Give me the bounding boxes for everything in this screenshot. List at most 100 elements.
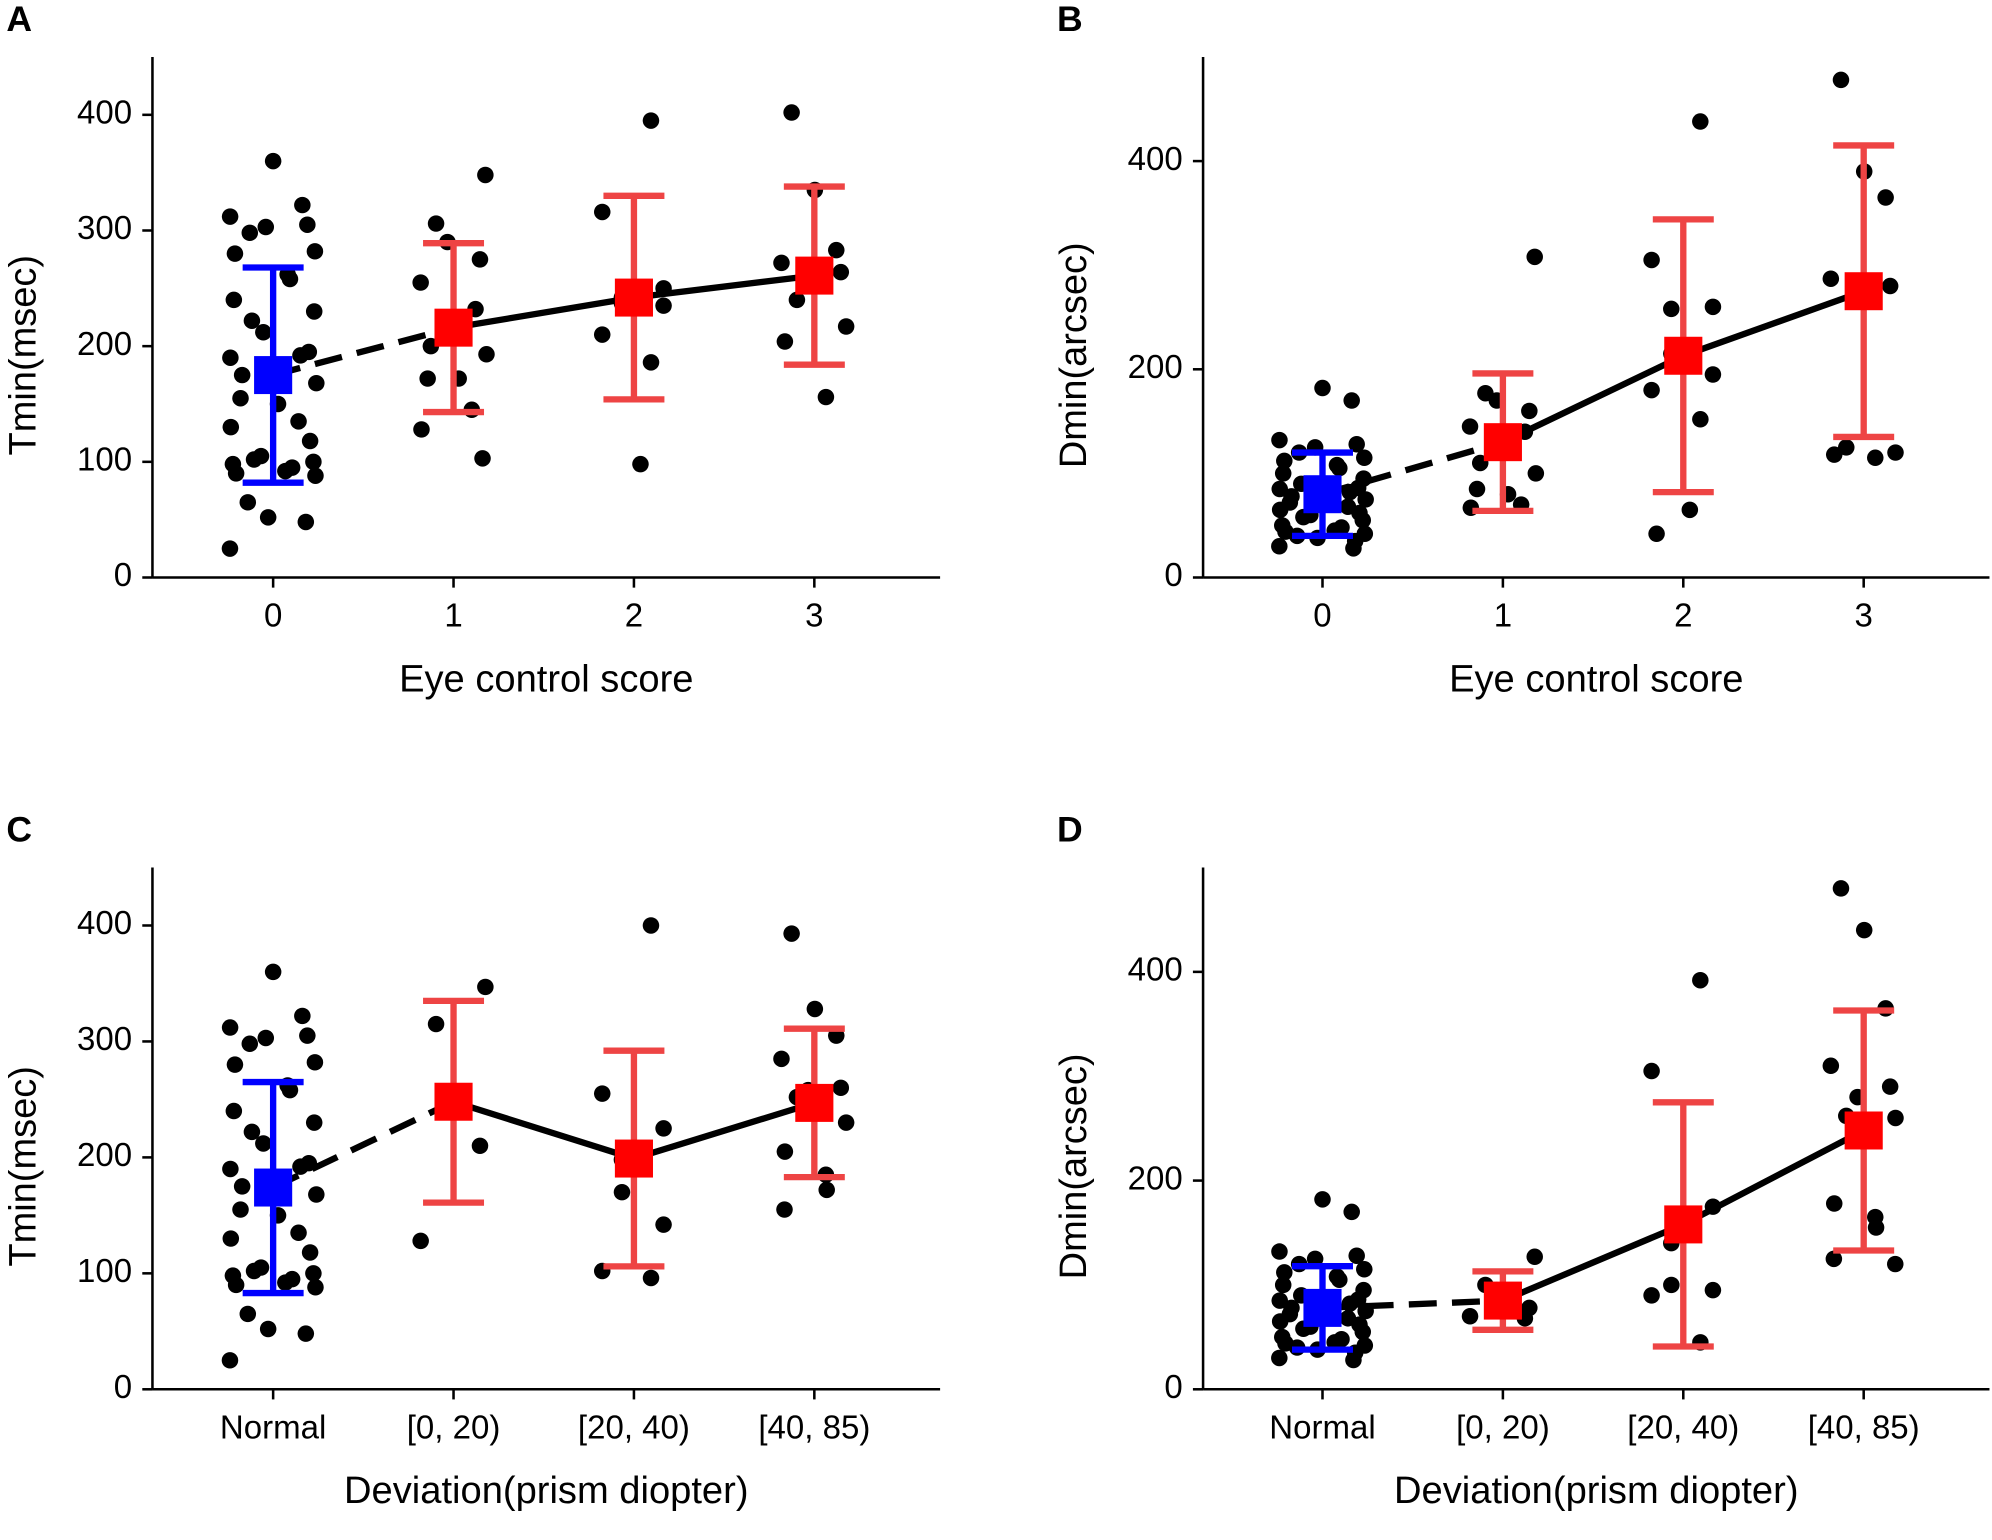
data-point bbox=[1276, 1264, 1293, 1281]
data-point bbox=[776, 333, 794, 350]
data-point bbox=[307, 1279, 324, 1296]
data-point bbox=[1331, 1271, 1348, 1288]
data-point bbox=[806, 1000, 824, 1018]
data-point bbox=[221, 1019, 239, 1036]
data-point bbox=[221, 1352, 239, 1369]
data-point bbox=[1461, 418, 1479, 435]
data-point bbox=[478, 346, 495, 363]
x-tick-label: 1 bbox=[444, 597, 462, 634]
data-point bbox=[257, 218, 275, 236]
x-axis-label: Eye control score bbox=[1449, 658, 1743, 700]
data-point bbox=[1887, 1109, 1904, 1127]
data-point bbox=[1354, 512, 1372, 529]
data-point bbox=[1345, 540, 1362, 557]
data-point bbox=[1663, 1276, 1680, 1294]
data-point bbox=[245, 451, 263, 468]
data-point bbox=[1271, 431, 1288, 449]
y-tick-label: 100 bbox=[77, 441, 132, 478]
data-point bbox=[225, 1102, 243, 1120]
x-tick-label: 3 bbox=[1855, 597, 1873, 634]
mean-line bbox=[1682, 288, 1865, 359]
data-point bbox=[1886, 1255, 1904, 1273]
data-point bbox=[1274, 465, 1292, 482]
mean-marker bbox=[795, 1083, 834, 1122]
data-point bbox=[1867, 449, 1884, 467]
data-point bbox=[773, 254, 790, 272]
data-point bbox=[259, 1320, 277, 1338]
data-point bbox=[227, 1276, 245, 1294]
data-point bbox=[243, 1123, 261, 1141]
data-point bbox=[642, 112, 660, 129]
data-point bbox=[292, 1158, 309, 1175]
mean-marker bbox=[1844, 1111, 1883, 1150]
data-point bbox=[277, 1274, 294, 1291]
data-point bbox=[222, 418, 240, 436]
data-point bbox=[301, 432, 319, 450]
data-point bbox=[241, 1035, 259, 1052]
data-point bbox=[277, 462, 294, 480]
panel-label: C bbox=[6, 809, 32, 849]
mean-marker bbox=[1303, 1288, 1342, 1327]
mean-line bbox=[1681, 1127, 1866, 1228]
y-tick-label: 400 bbox=[1128, 951, 1183, 988]
x-tick-label: 2 bbox=[1674, 597, 1692, 634]
data-point bbox=[471, 1137, 489, 1155]
data-point bbox=[1526, 1248, 1543, 1265]
mean-marker bbox=[1844, 272, 1883, 311]
y-tick-label: 200 bbox=[1128, 348, 1183, 385]
data-point bbox=[1643, 1062, 1660, 1080]
data-point bbox=[783, 925, 800, 942]
data-point bbox=[308, 1186, 325, 1203]
y-tick-label: 0 bbox=[1164, 1368, 1182, 1405]
panel-label: D bbox=[1057, 809, 1083, 849]
data-point bbox=[222, 349, 239, 366]
mean-line bbox=[1321, 439, 1504, 498]
data-point bbox=[818, 1181, 835, 1199]
mean-line bbox=[452, 1098, 635, 1162]
mean-line bbox=[1322, 1297, 1504, 1312]
data-point bbox=[817, 388, 835, 406]
data-point bbox=[1692, 411, 1709, 428]
y-axis-label: Dmin(arcsec) bbox=[1053, 242, 1095, 468]
data-point bbox=[232, 389, 249, 407]
data-point bbox=[1692, 971, 1709, 989]
data-point bbox=[1348, 436, 1365, 453]
data-point bbox=[241, 224, 259, 242]
data-point bbox=[239, 494, 257, 511]
mean-marker bbox=[795, 256, 834, 295]
mean-marker bbox=[614, 278, 653, 317]
data-point bbox=[776, 1201, 793, 1218]
data-point bbox=[1822, 1057, 1840, 1075]
data-point bbox=[593, 326, 611, 343]
data-point bbox=[1648, 525, 1665, 543]
x-tick-label: Normal bbox=[220, 1409, 326, 1446]
data-point bbox=[292, 347, 309, 364]
data-point bbox=[232, 1201, 249, 1218]
data-point bbox=[227, 465, 245, 482]
data-point bbox=[1357, 491, 1374, 508]
data-point bbox=[837, 1114, 855, 1131]
x-axis-label: Deviation(prism diopter) bbox=[1394, 1470, 1798, 1512]
data-point bbox=[1356, 1261, 1373, 1278]
data-point bbox=[1881, 277, 1899, 295]
data-point bbox=[1271, 1292, 1289, 1309]
data-point bbox=[773, 1050, 790, 1068]
data-point bbox=[290, 1224, 307, 1241]
y-tick-label: 400 bbox=[77, 94, 132, 131]
data-point bbox=[233, 366, 251, 384]
data-point bbox=[222, 1160, 239, 1178]
x-tick-label: 0 bbox=[1313, 597, 1331, 634]
data-point bbox=[427, 1015, 445, 1033]
x-tick-label: [20, 40) bbox=[578, 1409, 690, 1446]
data-point bbox=[776, 1143, 794, 1160]
data-point bbox=[1663, 300, 1680, 318]
panel-label: A bbox=[6, 0, 32, 39]
data-point bbox=[301, 1244, 319, 1261]
mean-line bbox=[632, 1099, 816, 1162]
data-point bbox=[245, 1262, 263, 1280]
data-point bbox=[226, 245, 244, 262]
data-point bbox=[1331, 459, 1348, 477]
data-point bbox=[1838, 439, 1855, 456]
data-point bbox=[1343, 392, 1360, 409]
